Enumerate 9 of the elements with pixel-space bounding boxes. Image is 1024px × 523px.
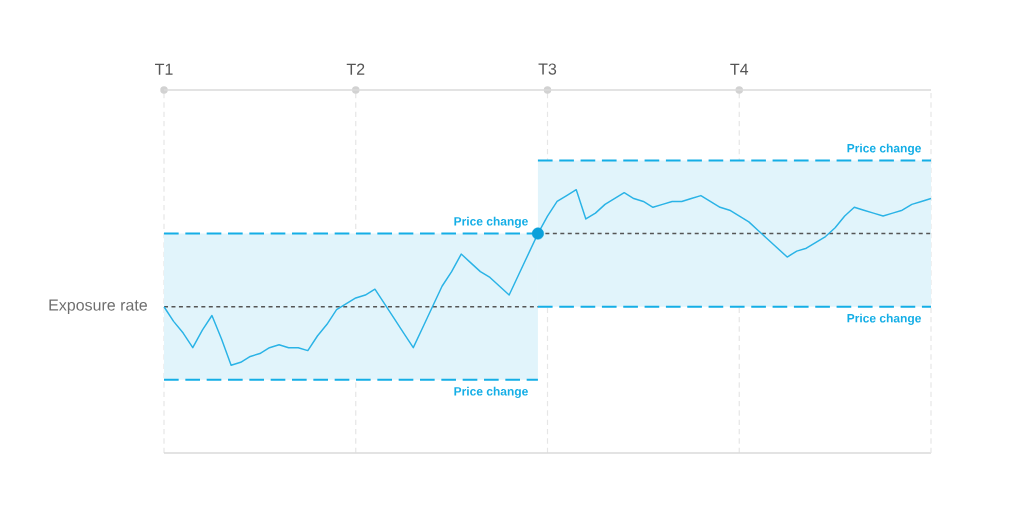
- series-label: Price change: [847, 143, 921, 155]
- series-label: Price change: [454, 216, 528, 229]
- x-tick-label: T3: [538, 63, 557, 75]
- x-tick-label: T1: [155, 63, 173, 75]
- series-label: Price change: [454, 386, 528, 399]
- x-tick-label: T2: [346, 63, 365, 75]
- series-label: Exposure rate: [49, 299, 147, 314]
- series-label: Price change: [847, 313, 921, 325]
- x-tick-label: T4: [730, 63, 749, 75]
